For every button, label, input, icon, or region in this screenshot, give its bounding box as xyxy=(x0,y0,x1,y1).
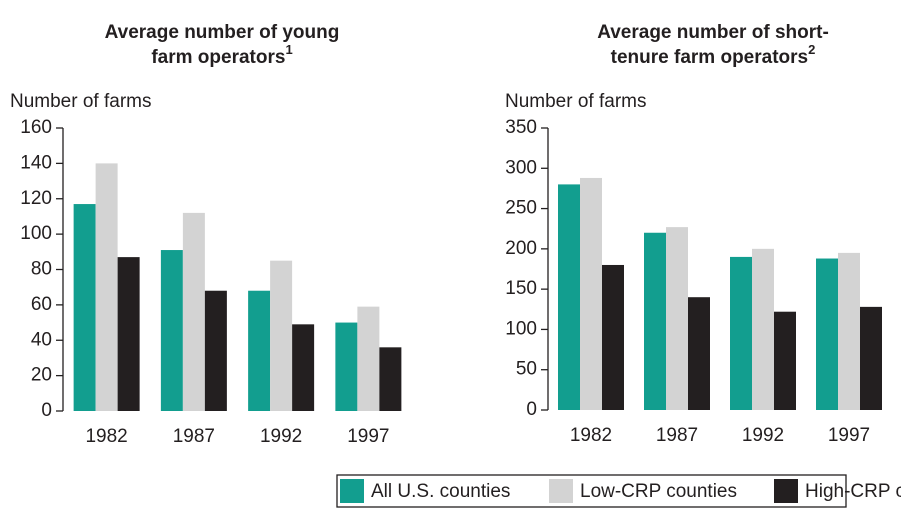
bar xyxy=(95,163,118,411)
y-tick-label: 20 xyxy=(31,365,52,386)
y-tick-label: 200 xyxy=(505,238,537,259)
x-tick-label: 1992 xyxy=(260,426,302,447)
bar xyxy=(270,260,293,411)
bar xyxy=(335,322,358,411)
y-tick-label: 120 xyxy=(20,188,52,209)
title-line: Average number of young xyxy=(105,22,340,43)
y-axis-label: Number of farms xyxy=(505,91,646,112)
bar xyxy=(182,212,205,411)
bar xyxy=(73,204,96,411)
y-tick-label: 100 xyxy=(20,223,52,244)
bar xyxy=(838,252,860,410)
chart-title: farm operators1 xyxy=(151,42,292,68)
bar xyxy=(688,297,710,410)
chart-title: tenure farm operators2 xyxy=(611,42,816,68)
y-tick-label: 300 xyxy=(505,157,537,178)
bar xyxy=(558,184,580,410)
y-tick-label: 0 xyxy=(41,400,52,421)
bar xyxy=(292,324,315,411)
y-tick-label: 160 xyxy=(20,117,52,138)
bar xyxy=(117,257,140,411)
x-tick-label: 1992 xyxy=(742,425,784,446)
legend-swatch xyxy=(340,479,364,503)
x-tick-label: 1982 xyxy=(570,425,612,446)
bar xyxy=(204,290,227,411)
y-tick-label: 80 xyxy=(31,259,52,280)
legend-swatch xyxy=(549,479,573,503)
bar xyxy=(816,258,838,410)
bar xyxy=(666,227,688,410)
bar xyxy=(752,248,774,410)
title-line: Average number of short- xyxy=(597,22,829,43)
x-tick-label: 1997 xyxy=(828,425,870,446)
chart-title: Average number of short- xyxy=(597,22,829,43)
bar xyxy=(248,290,271,411)
bar xyxy=(730,256,752,410)
y-tick-label: 0 xyxy=(526,399,537,420)
y-tick-label: 140 xyxy=(20,152,52,173)
y-tick-label: 250 xyxy=(505,198,537,219)
y-tick-label: 100 xyxy=(505,318,537,339)
y-tick-label: 60 xyxy=(31,294,52,315)
y-tick-label: 40 xyxy=(31,329,52,350)
bar xyxy=(160,250,183,411)
x-tick-label: 1997 xyxy=(347,426,389,447)
bar xyxy=(774,311,796,410)
y-tick-label: 50 xyxy=(516,359,537,380)
x-tick-label: 1982 xyxy=(85,426,127,447)
bar xyxy=(644,232,666,410)
bar xyxy=(379,347,402,411)
title-line: tenure farm operators xyxy=(611,47,808,68)
y-axis-label: Number of farms xyxy=(10,91,151,112)
chart-title: Average number of young xyxy=(105,22,340,43)
legend-label: High-CRP counties xyxy=(805,481,901,502)
legend-label: All U.S. counties xyxy=(371,481,510,502)
x-tick-label: 1987 xyxy=(173,426,215,447)
y-tick-label: 150 xyxy=(505,278,537,299)
legend-box xyxy=(336,474,847,508)
y-tick-label: 350 xyxy=(505,117,537,138)
legend-label: Low-CRP counties xyxy=(580,481,737,502)
title-note: 2 xyxy=(808,42,815,57)
bar xyxy=(357,306,380,411)
bar xyxy=(602,264,624,410)
title-line: farm operators xyxy=(151,47,285,68)
legend-swatch xyxy=(774,479,798,503)
bar xyxy=(860,306,882,410)
x-tick-label: 1987 xyxy=(656,425,698,446)
title-note: 1 xyxy=(285,42,292,57)
bar xyxy=(580,177,602,410)
